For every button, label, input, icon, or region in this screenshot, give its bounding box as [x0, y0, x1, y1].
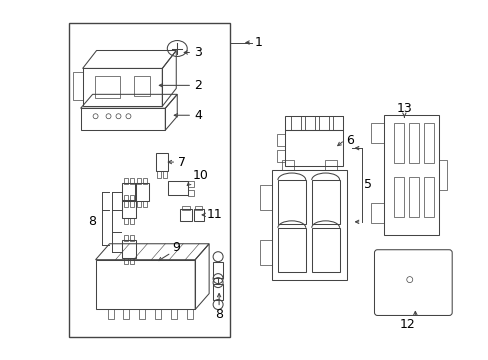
- Bar: [134, 76, 150, 96]
- Bar: [122, 183, 136, 201]
- Bar: [81, 108, 165, 130]
- Bar: [276, 150, 285, 162]
- Bar: [332, 116, 342, 130]
- Bar: [394, 123, 404, 163]
- Bar: [122, 200, 136, 218]
- Text: 8: 8: [215, 308, 223, 321]
- Bar: [130, 195, 134, 201]
- Bar: [130, 235, 134, 241]
- Bar: [384, 115, 438, 235]
- Bar: [130, 178, 134, 184]
- Bar: [318, 116, 328, 130]
- Bar: [188, 190, 194, 196]
- Bar: [290, 116, 300, 130]
- Bar: [124, 258, 128, 264]
- Bar: [135, 183, 149, 201]
- Bar: [260, 185, 271, 210]
- Bar: [95, 260, 195, 310]
- Bar: [324, 160, 336, 170]
- Bar: [168, 181, 188, 195]
- Bar: [171, 310, 177, 319]
- Bar: [188, 181, 194, 187]
- Bar: [311, 228, 339, 272]
- Bar: [68, 23, 229, 337]
- Bar: [424, 123, 433, 163]
- Bar: [163, 171, 167, 178]
- Bar: [124, 218, 128, 224]
- Bar: [213, 284, 223, 300]
- Bar: [311, 180, 339, 224]
- Bar: [213, 262, 223, 278]
- Bar: [143, 201, 147, 207]
- Bar: [285, 116, 342, 130]
- Text: 5: 5: [363, 179, 371, 192]
- Bar: [143, 178, 147, 184]
- Bar: [123, 310, 129, 319]
- Bar: [277, 228, 305, 272]
- Text: 1: 1: [254, 36, 262, 49]
- Bar: [304, 116, 314, 130]
- Bar: [271, 170, 346, 280]
- Bar: [156, 153, 168, 171]
- Text: 13: 13: [396, 102, 411, 115]
- Bar: [157, 171, 161, 178]
- Bar: [130, 258, 134, 264]
- Text: 2: 2: [194, 79, 202, 92]
- Bar: [130, 201, 134, 207]
- Text: 3: 3: [194, 46, 202, 59]
- Bar: [285, 130, 342, 166]
- Bar: [73, 72, 82, 100]
- Bar: [137, 201, 141, 207]
- Bar: [107, 310, 113, 319]
- Bar: [194, 209, 203, 221]
- Bar: [408, 177, 419, 217]
- Bar: [137, 178, 141, 184]
- Text: 8: 8: [88, 215, 96, 228]
- Text: 11: 11: [207, 208, 223, 221]
- Text: 4: 4: [194, 109, 202, 122]
- Text: 10: 10: [192, 168, 208, 181]
- Bar: [277, 180, 305, 224]
- Bar: [195, 206, 202, 210]
- Bar: [82, 68, 162, 106]
- Bar: [94, 76, 120, 98]
- Text: 9: 9: [172, 241, 180, 254]
- Bar: [124, 178, 128, 184]
- Bar: [180, 209, 192, 221]
- Bar: [182, 206, 190, 210]
- Bar: [438, 160, 447, 190]
- Bar: [155, 310, 161, 319]
- Bar: [187, 310, 193, 319]
- Bar: [370, 203, 384, 223]
- Bar: [408, 123, 419, 163]
- Bar: [394, 177, 404, 217]
- Bar: [281, 160, 293, 170]
- Bar: [139, 310, 145, 319]
- Bar: [276, 134, 285, 146]
- Text: 7: 7: [178, 156, 186, 168]
- Bar: [130, 218, 134, 224]
- Text: 6: 6: [346, 134, 354, 147]
- Bar: [370, 123, 384, 143]
- Bar: [424, 177, 433, 217]
- Bar: [122, 240, 136, 258]
- Bar: [260, 240, 271, 265]
- Bar: [124, 235, 128, 241]
- Bar: [124, 201, 128, 207]
- Text: 12: 12: [399, 318, 414, 331]
- Bar: [124, 195, 128, 201]
